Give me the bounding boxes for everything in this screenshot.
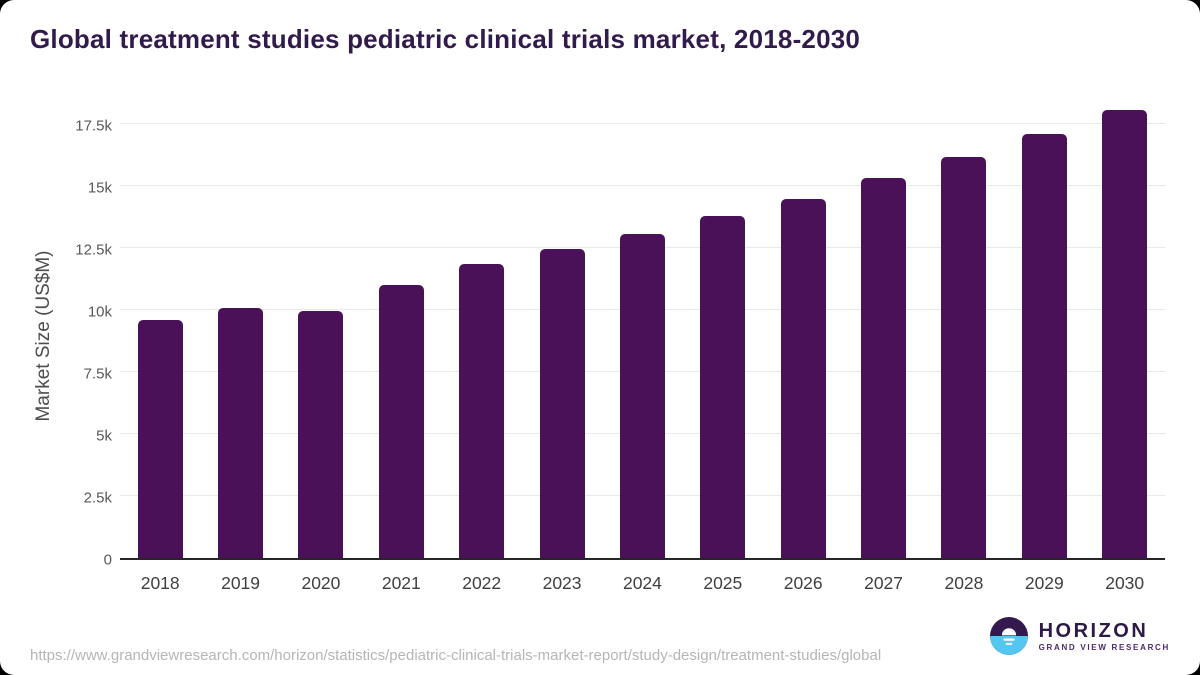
bar-slot: 2025	[700, 112, 746, 593]
y-tick-label: 7.5k	[83, 365, 112, 383]
logo-title: HORIZON	[1038, 619, 1149, 642]
bar-2028[interactable]	[941, 157, 987, 558]
x-tick-label: 2019	[221, 573, 261, 593]
bar-2023[interactable]	[539, 249, 585, 558]
bar-2027[interactable]	[861, 178, 907, 558]
x-tick-label: 2028	[944, 573, 984, 593]
bar-2024[interactable]	[619, 233, 665, 558]
bar-slot: 2029	[1021, 112, 1067, 593]
bar-slot: 2026	[780, 112, 826, 593]
horizon-logo: HORIZON GRAND VIEW RESEARCH	[989, 617, 1170, 655]
logo-text-block: HORIZON GRAND VIEW RESEARCH	[1039, 621, 1170, 652]
bar-2025[interactable]	[700, 216, 746, 558]
bar-2021[interactable]	[378, 284, 424, 558]
bar-slot: 2028	[941, 112, 987, 593]
horizon-sunrise-icon	[989, 617, 1028, 655]
x-tick-label: 2029	[1024, 573, 1064, 593]
gridline	[120, 185, 1165, 186]
bar-2029[interactable]	[1021, 134, 1067, 558]
bar-chart: Market Size (US$M) 0 2.5k 5k 7.5k 10k 12.5k 15…	[0, 110, 1165, 593]
bar-slot: 2020	[298, 112, 344, 593]
x-tick-label: 2022	[462, 573, 502, 593]
y-tick-label: 10k	[87, 303, 112, 321]
bar-2030[interactable]	[1102, 110, 1148, 558]
x-tick-label: 2027	[864, 573, 904, 593]
bar-2022[interactable]	[459, 264, 505, 558]
gridline	[120, 123, 1165, 124]
source-url: https://www.grandviewresearch.com/horizo…	[30, 646, 882, 664]
x-tick-label: 2024	[622, 573, 662, 593]
x-tick-label: 2025	[703, 573, 743, 593]
x-tick-label: 2018	[140, 573, 180, 593]
bar-series: 2018 2019 2020 2021 2022 2023 2024 2025 2026 2027…	[120, 110, 1165, 593]
x-tick-label: 2023	[542, 573, 582, 593]
bar-2020[interactable]	[298, 311, 344, 558]
x-tick-label: 2021	[381, 573, 421, 593]
bar-2019[interactable]	[218, 308, 264, 558]
y-tick-label: 2.5k	[83, 489, 112, 507]
bar-slot: 2023	[539, 112, 585, 593]
y-tick-label: 12.5k	[75, 241, 112, 259]
bar-2018[interactable]	[137, 319, 183, 558]
bar-slot: 2021	[378, 112, 424, 593]
y-tick-label: 5k	[96, 427, 112, 445]
y-tick-label: 17.5k	[75, 117, 112, 135]
y-tick-label: 15k	[87, 179, 112, 197]
bar-2026[interactable]	[780, 198, 826, 558]
x-tick-label: 2030	[1105, 573, 1145, 593]
bar-slot: 2024	[619, 112, 665, 593]
bar-slot: 2030	[1102, 110, 1148, 593]
y-axis-tick-labels: 0 2.5k 5k 7.5k 10k 12.5k 15k 17.5k	[0, 112, 112, 569]
x-tick-label: 2026	[783, 573, 823, 593]
bar-slot: 2027	[861, 112, 907, 593]
logo-subtitle: GRAND VIEW RESEARCH	[1038, 642, 1170, 652]
x-tick-label: 2020	[301, 573, 341, 593]
bar-slot: 2018	[137, 112, 183, 593]
plot-area: 2018 2019 2020 2021 2022 2023 2024 2025 2026 2027…	[120, 110, 1165, 593]
chart-title: Global treatment studies pediatric clini…	[30, 24, 861, 54]
y-tick-label: 0	[103, 551, 112, 569]
bar-slot: 2022	[459, 112, 505, 593]
bar-slot: 2019	[218, 112, 264, 593]
